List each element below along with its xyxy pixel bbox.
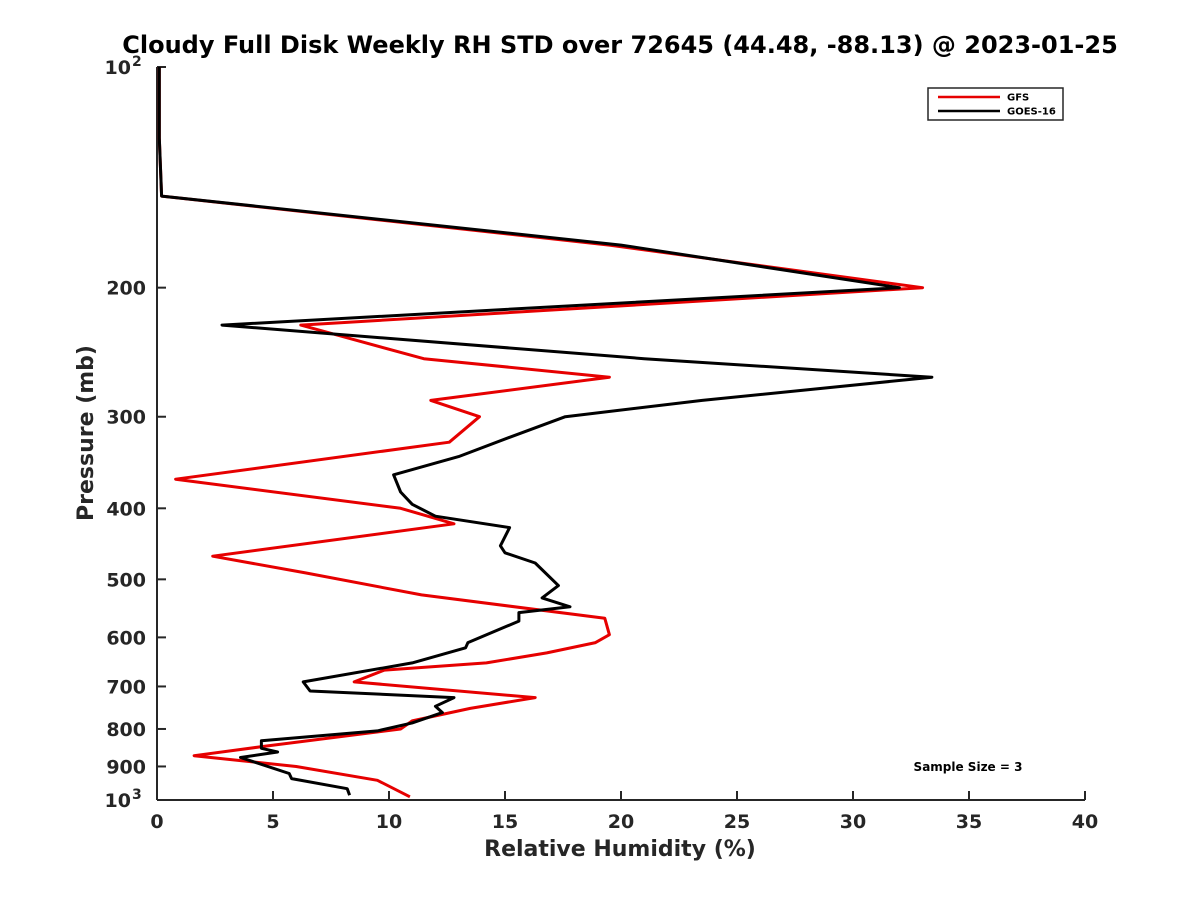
y-axis-label: Pressure (mb) — [74, 345, 99, 521]
x-tick-label-0: 0 — [150, 811, 163, 833]
y-tick-label-600: 600 — [106, 627, 146, 649]
y-tick-label-800: 800 — [106, 719, 146, 741]
y-tick-label-200: 200 — [106, 278, 146, 300]
series-line-goes-16 — [157, 67, 934, 796]
y-tick-label-400: 400 — [106, 498, 146, 520]
x-axis-label: Relative Humidity (%) — [484, 837, 756, 862]
y-tick-exponent-1000: 3 — [132, 787, 142, 803]
x-tick-label-40: 40 — [1072, 811, 1098, 833]
tick-labels: 0 5 10 15 20 25 30 35 40210200300400500600700800… — [105, 54, 1099, 833]
x-tick-label-5: 5 — [266, 811, 279, 833]
series-line-gfs — [157, 67, 925, 799]
chart-title: Cloudy Full Disk Weekly RH STD over 7264… — [122, 31, 1118, 59]
y-tick-label-100: 10 — [105, 57, 131, 79]
x-tick-label-15: 15 — [492, 811, 518, 833]
legend-label-goes: GOES-16 — [1007, 107, 1056, 118]
x-tick-label-25: 25 — [724, 811, 750, 833]
y-tick-label-500: 500 — [106, 569, 146, 591]
legend-label-gfs: GFS — [1007, 93, 1029, 104]
y-tick-label-700: 700 — [106, 676, 146, 698]
x-tick-label-20: 20 — [608, 811, 634, 833]
sample-size-annotation: Sample Size = 3 — [914, 760, 1023, 774]
y-tick-label-1000: 10 — [105, 790, 131, 812]
x-tick-label-35: 35 — [956, 811, 982, 833]
legend-box — [927, 87, 1064, 121]
y-tick-label-900: 900 — [106, 756, 146, 778]
y-tick-label-300: 300 — [106, 407, 146, 429]
x-tick-label-30: 30 — [840, 811, 866, 833]
legend: GFS GOES-16 — [927, 87, 1064, 121]
x-tick-label-10: 10 — [376, 811, 402, 833]
y-tick-exponent-100: 2 — [132, 54, 142, 70]
series-group — [157, 67, 934, 799]
